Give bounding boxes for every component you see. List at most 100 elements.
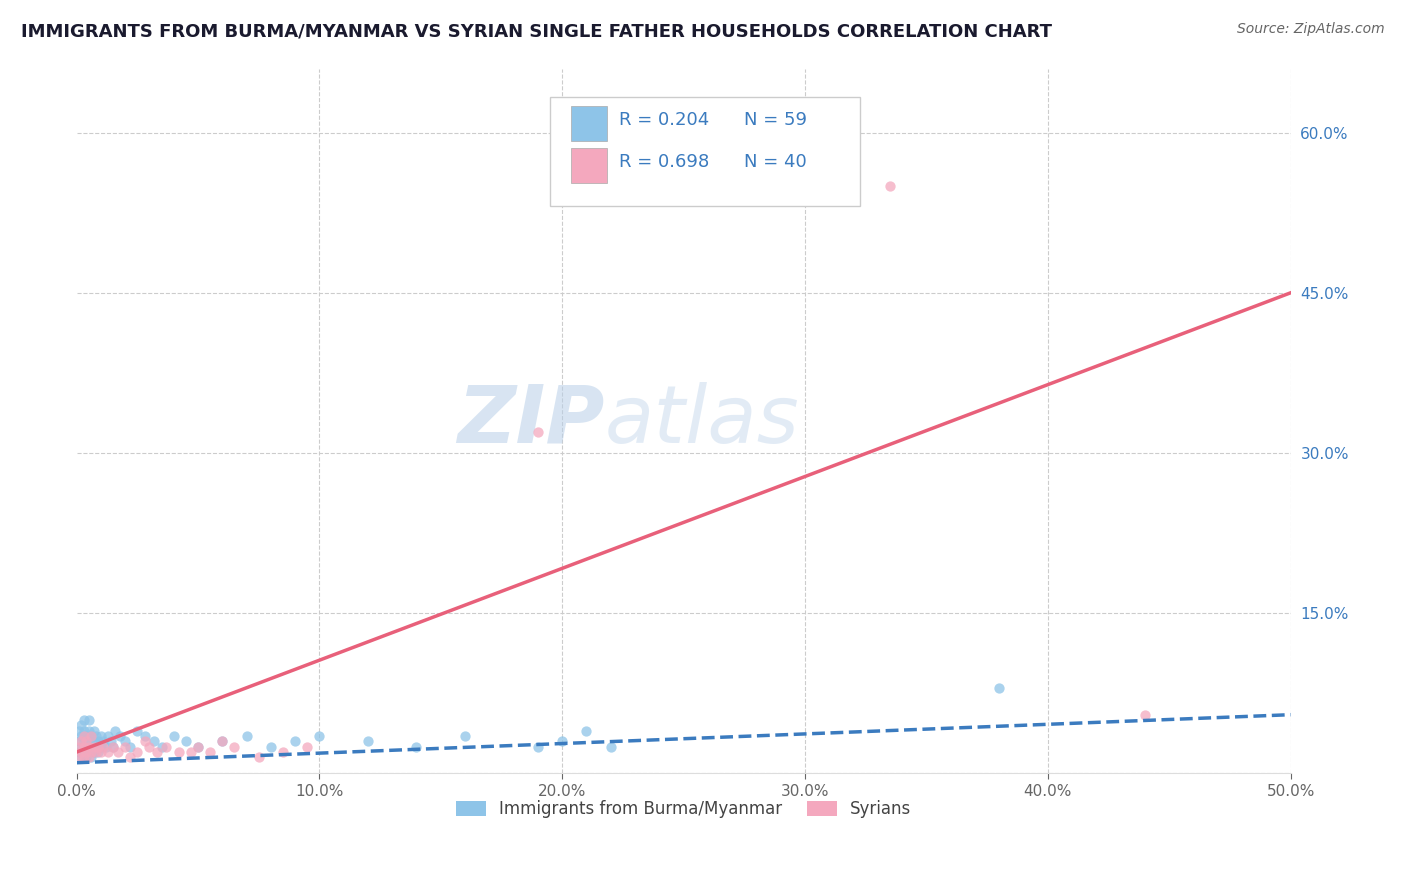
Point (77, 745, 100, 759)
Point (87, 739, 110, 754)
Point (91, 739, 114, 754)
Point (101, 739, 124, 754)
Point (118, 750, 141, 764)
Point (357, 734, 380, 748)
Point (73, 739, 96, 754)
Point (114, 734, 136, 748)
Point (91, 734, 114, 748)
Point (94, 739, 117, 754)
Point (145, 745, 167, 759)
Point (84, 745, 107, 759)
Point (107, 745, 129, 759)
Point (83, 734, 105, 748)
FancyBboxPatch shape (550, 96, 859, 206)
Point (70, 745, 93, 759)
Point (271, 745, 294, 759)
Point (75, 750, 97, 764)
Point (879, 179, 901, 194)
Point (67, 739, 90, 754)
Text: N = 59: N = 59 (744, 111, 807, 129)
Point (104, 723, 127, 738)
Point (211, 734, 233, 748)
Point (1133, 707, 1156, 722)
Point (70, 734, 93, 748)
Point (527, 425, 550, 439)
Point (84, 729, 107, 743)
Point (247, 750, 270, 764)
Point (80, 745, 103, 759)
Text: Source: ZipAtlas.com: Source: ZipAtlas.com (1237, 22, 1385, 37)
Point (988, 681, 1011, 695)
Text: atlas: atlas (605, 382, 800, 460)
Point (73, 723, 96, 738)
Point (70, 739, 93, 754)
Point (599, 739, 621, 754)
Point (127, 723, 149, 738)
Point (167, 745, 190, 759)
Point (90, 739, 112, 754)
Point (75, 734, 97, 748)
Point (110, 729, 132, 743)
Point (73, 750, 96, 764)
Text: R = 0.698: R = 0.698 (619, 153, 710, 171)
Point (75, 745, 97, 759)
Point (187, 739, 209, 754)
Legend: Immigrants from Burma/Myanmar, Syrians: Immigrants from Burma/Myanmar, Syrians (449, 794, 918, 825)
Point (101, 739, 124, 754)
Point (118, 739, 141, 754)
Point (77, 723, 100, 738)
Point (77, 713, 100, 727)
Point (187, 739, 209, 754)
Point (70, 729, 93, 743)
Point (143, 734, 166, 748)
Point (75, 739, 97, 754)
FancyBboxPatch shape (571, 106, 607, 141)
Point (73, 713, 96, 727)
Text: ZIP: ZIP (457, 382, 605, 460)
Point (260, 739, 283, 754)
Point (90, 745, 112, 759)
Point (83, 739, 105, 754)
Point (155, 739, 177, 754)
Point (114, 739, 136, 754)
Point (454, 729, 477, 743)
Point (100, 734, 122, 748)
Point (308, 729, 330, 743)
Point (77, 734, 100, 748)
Point (70, 750, 93, 764)
Text: R = 0.204: R = 0.204 (619, 111, 710, 129)
Point (73, 734, 96, 748)
Point (163, 729, 186, 743)
Point (284, 734, 307, 748)
Point (83, 723, 105, 738)
Text: IMMIGRANTS FROM BURMA/MYANMAR VS SYRIAN SINGLE FATHER HOUSEHOLDS CORRELATION CHA: IMMIGRANTS FROM BURMA/MYANMAR VS SYRIAN … (21, 22, 1052, 40)
Point (405, 739, 427, 754)
Point (134, 729, 156, 743)
Text: N = 40: N = 40 (744, 153, 807, 171)
Point (297, 739, 319, 754)
Point (87, 745, 110, 759)
Point (87, 734, 110, 748)
Point (551, 734, 574, 748)
Point (90, 729, 112, 743)
Point (80, 729, 103, 743)
Point (198, 745, 221, 759)
Point (575, 723, 598, 738)
Point (67, 750, 90, 764)
Point (83, 745, 105, 759)
Point (80, 739, 103, 754)
Point (70, 718, 93, 732)
Point (77, 739, 100, 754)
Point (80, 750, 103, 764)
Point (97, 745, 120, 759)
Point (73, 745, 96, 759)
Point (134, 734, 156, 748)
FancyBboxPatch shape (571, 148, 607, 184)
Point (67, 734, 90, 748)
Point (73, 729, 96, 743)
Point (67, 745, 90, 759)
Point (67, 723, 90, 738)
Point (138, 739, 160, 754)
Point (75, 729, 97, 743)
Point (97, 729, 120, 743)
